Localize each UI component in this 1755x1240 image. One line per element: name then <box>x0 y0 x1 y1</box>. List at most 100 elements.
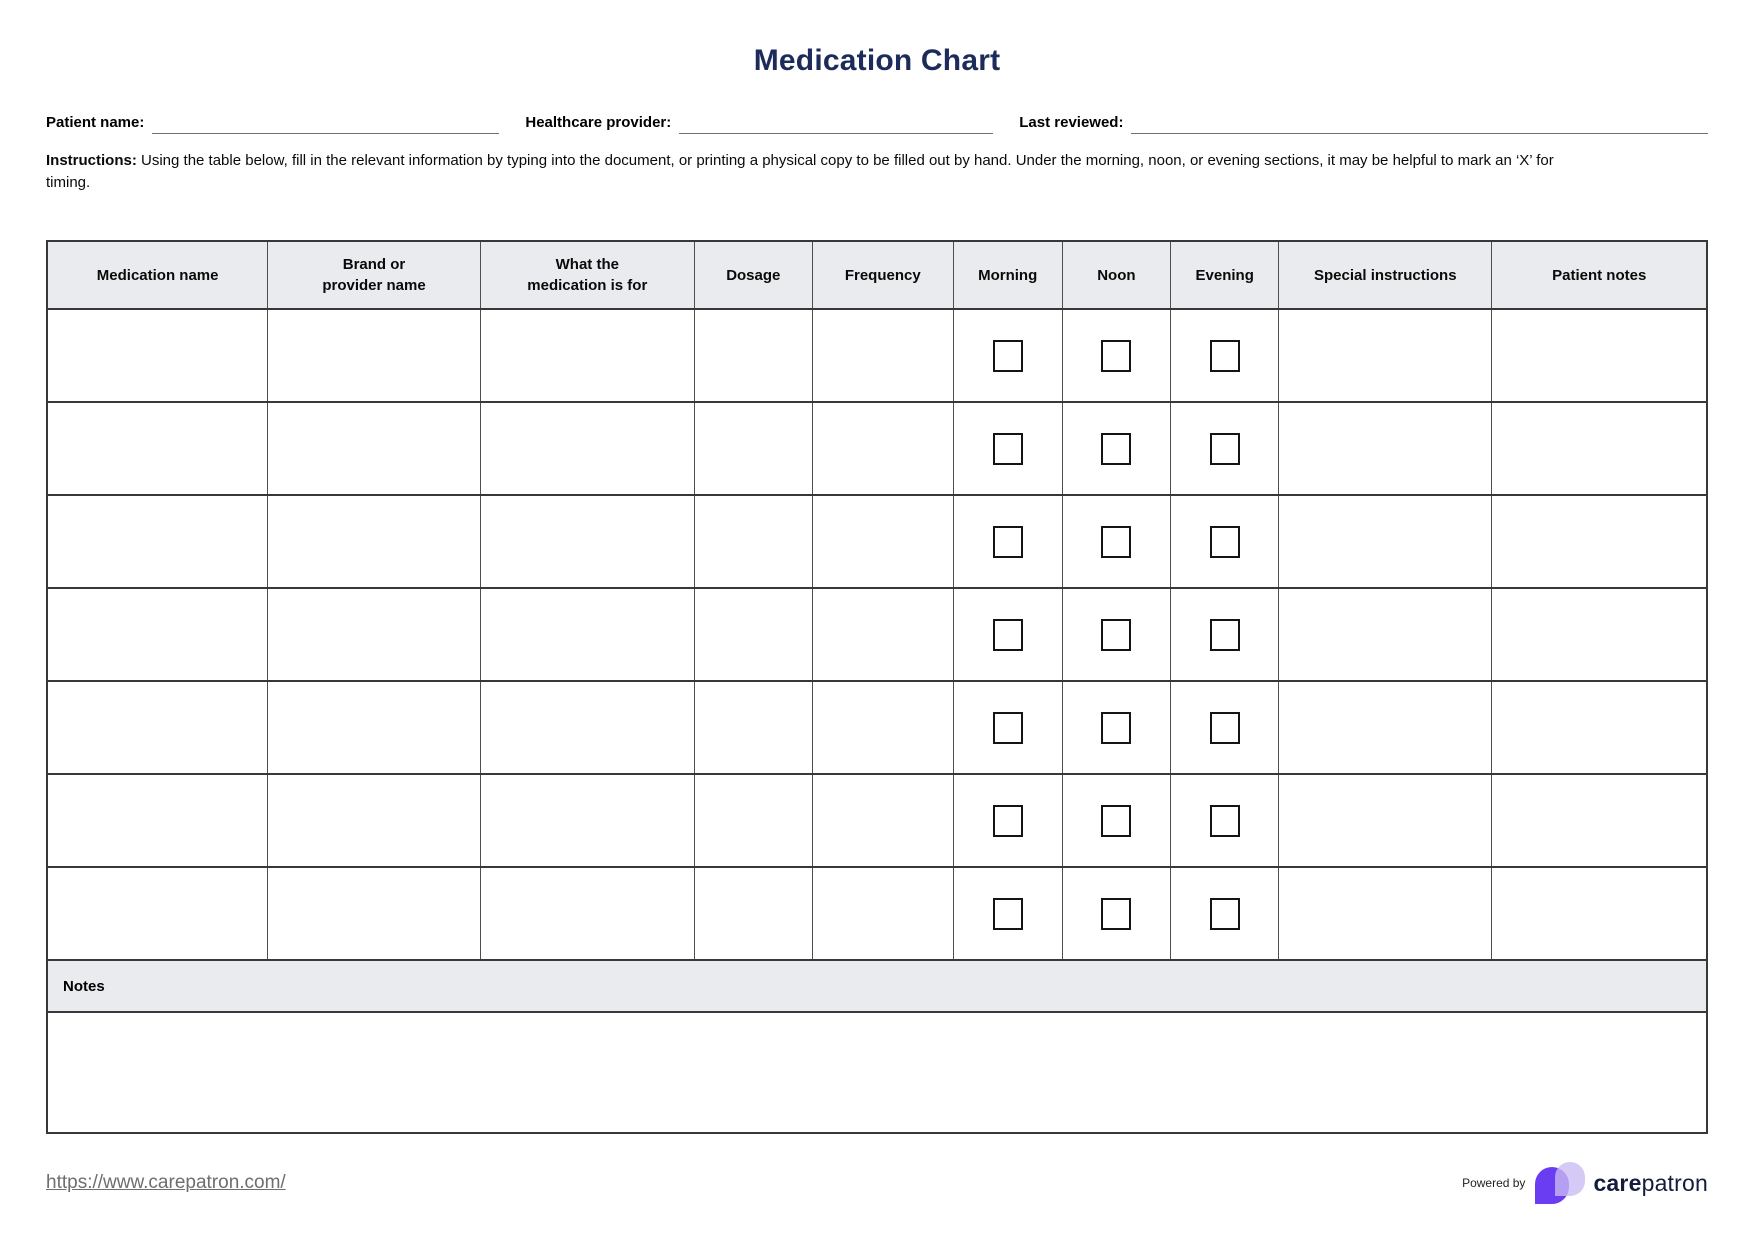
frequency-cell[interactable] <box>811 308 954 403</box>
morning-checkbox[interactable] <box>992 711 1023 744</box>
morning-checkbox[interactable] <box>992 804 1023 837</box>
evening-cell[interactable] <box>1170 680 1280 775</box>
brand-or-provider-name-cell[interactable] <box>267 401 481 496</box>
noon-checkbox[interactable] <box>1101 432 1132 465</box>
patient-notes-cell[interactable] <box>1491 773 1708 868</box>
frequency-cell[interactable] <box>811 866 954 961</box>
evening-checkbox[interactable] <box>1209 525 1240 558</box>
evening-cell[interactable] <box>1170 308 1280 403</box>
frequency-cell[interactable] <box>811 587 954 682</box>
what-the-medication-is-for-cell[interactable] <box>479 866 695 961</box>
noon-checkbox[interactable] <box>1101 711 1132 744</box>
frequency-cell[interactable] <box>811 401 954 496</box>
patient-notes-cell[interactable] <box>1491 587 1708 682</box>
evening-checkbox[interactable] <box>1209 339 1240 372</box>
what-the-medication-is-for-cell[interactable] <box>479 680 695 775</box>
morning-checkbox[interactable] <box>992 897 1023 930</box>
what-the-medication-is-for-cell[interactable] <box>479 587 695 682</box>
brand-or-provider-name-cell[interactable] <box>267 680 481 775</box>
special-instructions-cell[interactable] <box>1278 308 1493 403</box>
special-instructions-cell[interactable] <box>1278 773 1493 868</box>
dosage-cell[interactable] <box>693 680 813 775</box>
noon-checkbox[interactable] <box>1101 525 1132 558</box>
patient-notes-cell[interactable] <box>1491 308 1708 403</box>
evening-checkbox[interactable] <box>1209 711 1240 744</box>
patient-notes-cell[interactable] <box>1491 866 1708 961</box>
patient-notes-cell[interactable] <box>1491 680 1708 775</box>
medication-name-cell[interactable] <box>46 680 269 775</box>
dosage-cell[interactable] <box>693 401 813 496</box>
table-row <box>46 587 1708 682</box>
column-header-brand-or-provider-name: Brand or provider name <box>267 240 481 310</box>
morning-cell[interactable] <box>952 494 1063 589</box>
noon-cell[interactable] <box>1061 866 1172 961</box>
noon-checkbox[interactable] <box>1101 897 1132 930</box>
special-instructions-cell[interactable] <box>1278 401 1493 496</box>
brand-or-provider-name-cell[interactable] <box>267 308 481 403</box>
dosage-cell[interactable] <box>693 308 813 403</box>
frequency-cell[interactable] <box>811 680 954 775</box>
evening-cell[interactable] <box>1170 494 1280 589</box>
brand-or-provider-name-cell[interactable] <box>267 773 481 868</box>
special-instructions-cell[interactable] <box>1278 494 1493 589</box>
morning-checkbox[interactable] <box>992 432 1023 465</box>
brand-or-provider-name-cell[interactable] <box>267 494 481 589</box>
medication-name-cell[interactable] <box>46 587 269 682</box>
what-the-medication-is-for-cell[interactable] <box>479 308 695 403</box>
noon-checkbox[interactable] <box>1101 804 1132 837</box>
patient-notes-cell[interactable] <box>1491 494 1708 589</box>
last-reviewed-input-line[interactable] <box>1131 113 1708 134</box>
evening-checkbox[interactable] <box>1209 804 1240 837</box>
what-the-medication-is-for-cell[interactable] <box>479 401 695 496</box>
what-the-medication-is-for-cell[interactable] <box>479 773 695 868</box>
noon-cell[interactable] <box>1061 773 1172 868</box>
noon-checkbox[interactable] <box>1101 618 1132 651</box>
brand-or-provider-name-cell[interactable] <box>267 587 481 682</box>
morning-cell[interactable] <box>952 680 1063 775</box>
special-instructions-cell[interactable] <box>1278 680 1493 775</box>
last-reviewed-label: Last reviewed: <box>1019 114 1124 131</box>
morning-cell[interactable] <box>952 401 1063 496</box>
morning-checkbox[interactable] <box>992 525 1023 558</box>
morning-checkbox[interactable] <box>992 618 1023 651</box>
healthcare-provider-input-line[interactable] <box>679 113 994 134</box>
frequency-cell[interactable] <box>811 773 954 868</box>
medication-name-cell[interactable] <box>46 866 269 961</box>
patient-notes-cell[interactable] <box>1491 401 1708 496</box>
dosage-cell[interactable] <box>693 494 813 589</box>
evening-cell[interactable] <box>1170 773 1280 868</box>
morning-cell[interactable] <box>952 308 1063 403</box>
dosage-cell[interactable] <box>693 773 813 868</box>
noon-cell[interactable] <box>1061 401 1172 496</box>
morning-cell[interactable] <box>952 866 1063 961</box>
evening-cell[interactable] <box>1170 401 1280 496</box>
instructions-text: Using the table below, fill in the relev… <box>46 152 1554 191</box>
noon-cell[interactable] <box>1061 587 1172 682</box>
noon-cell[interactable] <box>1061 680 1172 775</box>
noon-cell[interactable] <box>1061 308 1172 403</box>
medication-name-cell[interactable] <box>46 773 269 868</box>
evening-checkbox[interactable] <box>1209 432 1240 465</box>
frequency-cell[interactable] <box>811 494 954 589</box>
brand-or-provider-name-cell[interactable] <box>267 866 481 961</box>
evening-cell[interactable] <box>1170 866 1280 961</box>
evening-checkbox[interactable] <box>1209 897 1240 930</box>
dosage-cell[interactable] <box>693 866 813 961</box>
carepatron-link[interactable]: https://www.carepatron.com/ <box>46 1172 286 1193</box>
noon-cell[interactable] <box>1061 494 1172 589</box>
morning-checkbox[interactable] <box>992 339 1023 372</box>
special-instructions-cell[interactable] <box>1278 587 1493 682</box>
morning-cell[interactable] <box>952 587 1063 682</box>
medication-name-cell[interactable] <box>46 401 269 496</box>
noon-checkbox[interactable] <box>1101 339 1132 372</box>
medication-name-cell[interactable] <box>46 308 269 403</box>
patient-name-input-line[interactable] <box>152 113 500 134</box>
medication-name-cell[interactable] <box>46 494 269 589</box>
dosage-cell[interactable] <box>693 587 813 682</box>
special-instructions-cell[interactable] <box>1278 866 1493 961</box>
what-the-medication-is-for-cell[interactable] <box>479 494 695 589</box>
evening-checkbox[interactable] <box>1209 618 1240 651</box>
notes-input-area[interactable] <box>46 1011 1708 1134</box>
morning-cell[interactable] <box>952 773 1063 868</box>
evening-cell[interactable] <box>1170 587 1280 682</box>
